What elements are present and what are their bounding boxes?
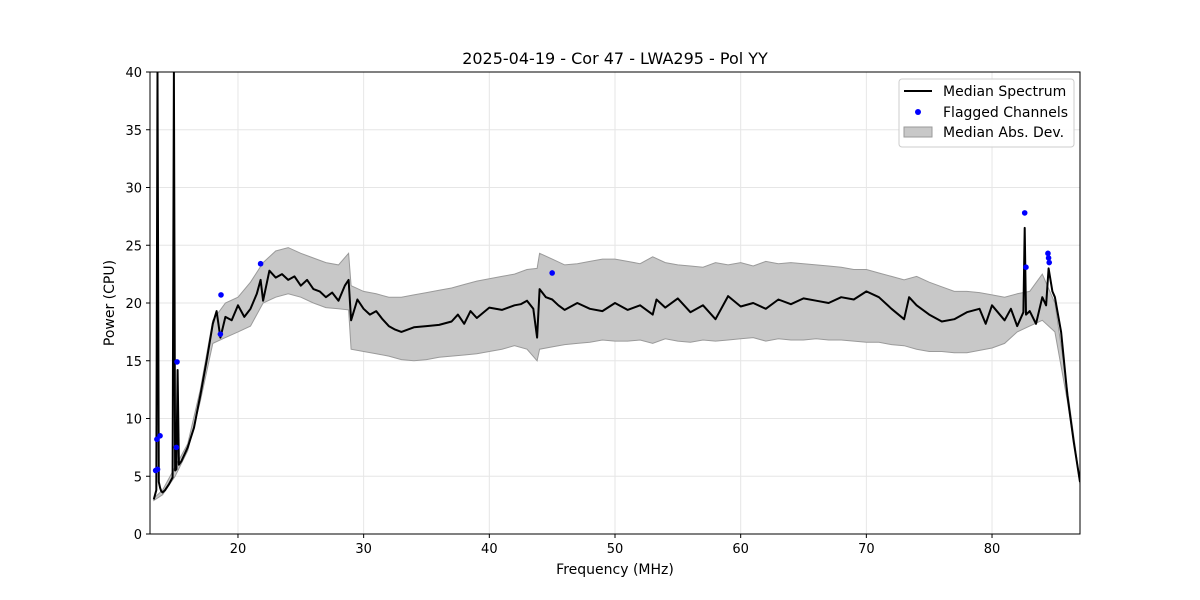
flagged-channel-point bbox=[154, 466, 161, 473]
x-tick-label: 50 bbox=[607, 542, 624, 557]
x-tick-label: 30 bbox=[355, 542, 372, 557]
x-tick-label: 40 bbox=[481, 542, 498, 557]
flagged-channel-point bbox=[1045, 255, 1052, 261]
y-tick-label: 35 bbox=[125, 124, 142, 139]
legend-label-flagged: Flagged Channels bbox=[943, 105, 1068, 121]
legend-label-mad: Median Abs. Dev. bbox=[943, 125, 1064, 141]
y-tick-label: 25 bbox=[125, 239, 142, 254]
plot-area bbox=[152, 72, 1080, 502]
chart-title: 2025-04-19 - Cor 47 - LWA295 - Pol YY bbox=[462, 49, 768, 68]
y-tick-label: 5 bbox=[134, 470, 142, 485]
legend-box bbox=[898, 78, 1075, 148]
flagged-channel-point bbox=[549, 270, 555, 276]
legend-band-swatch bbox=[903, 126, 933, 138]
flagged-channel-point bbox=[1046, 259, 1053, 266]
y-tick-label: 0 bbox=[134, 528, 142, 543]
y-axis-label: Power (CPU) bbox=[102, 260, 118, 346]
y-tick-label: 30 bbox=[125, 182, 142, 197]
legend-label-median: Median Spectrum bbox=[943, 84, 1066, 100]
y-tick-label: 20 bbox=[125, 297, 142, 312]
x-tick-label: 20 bbox=[230, 542, 247, 557]
y-tick-label: 15 bbox=[125, 355, 142, 370]
x-tick-label: 70 bbox=[858, 542, 875, 557]
flagged-channel-point bbox=[157, 433, 163, 439]
flagged-channel-point bbox=[173, 444, 180, 451]
x-tick-label: 60 bbox=[732, 542, 749, 557]
flagged-channel-point bbox=[174, 359, 180, 365]
y-tick-label: 10 bbox=[125, 413, 142, 428]
flagged-channel-point bbox=[1023, 264, 1029, 270]
median-spectrum-line bbox=[152, 72, 1080, 500]
x-axis-label: Frequency (MHz) bbox=[556, 562, 674, 578]
y-tick-label: 40 bbox=[125, 66, 142, 81]
flagged-channel-point bbox=[1021, 210, 1028, 216]
mad-band bbox=[153, 247, 1080, 502]
flagged-channel-point bbox=[1045, 250, 1051, 257]
flagged-channel-point bbox=[257, 260, 264, 267]
legend: Median Spectrum Flagged Channels Median … bbox=[898, 78, 1075, 148]
flagged-channel-point bbox=[217, 331, 224, 337]
legend-dot-swatch bbox=[915, 109, 921, 115]
axis-ticks: 20 30 40 50 60 70 80 0 5 10 15 20 25 30 35 40 bbox=[125, 66, 1000, 557]
x-tick-label: 80 bbox=[984, 542, 1001, 557]
flagged-channel-point bbox=[218, 292, 224, 298]
